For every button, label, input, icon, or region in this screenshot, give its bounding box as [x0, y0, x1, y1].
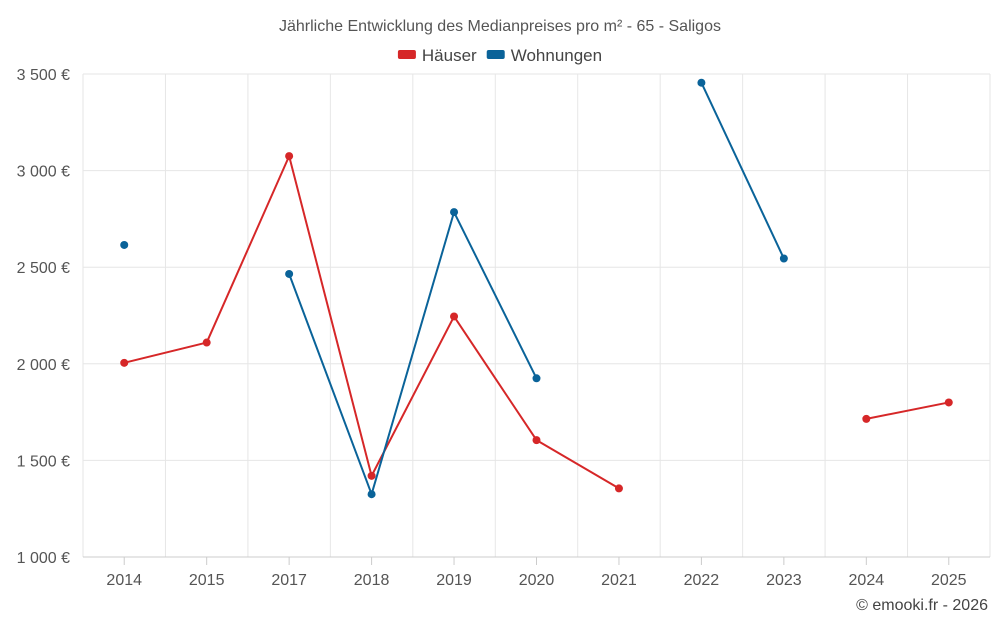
credit-text: © emooki.fr - 2026 [856, 597, 988, 614]
data-point-haeuser [202, 338, 211, 347]
series-line-wohnungen [288, 211, 538, 496]
y-tick-label: 3 000 € [17, 164, 70, 181]
x-tick-label: 2019 [436, 572, 472, 589]
x-tick-label: 2017 [271, 572, 307, 589]
legend-swatch-haeuser [397, 50, 416, 59]
data-point-wohnungen [779, 254, 788, 263]
data-point-wohnungen [532, 374, 541, 383]
series-layer [120, 78, 953, 499]
x-tick-label: 2018 [354, 572, 390, 589]
x-tick-label: 2015 [189, 572, 225, 589]
series-line-haeuser [866, 401, 949, 420]
x-axis: 2014 2015 2017 2018 2019 2020 2021 2022 2023 2024… [83, 556, 990, 589]
series-line-wohnungen [700, 82, 785, 259]
data-point-wohnungen [285, 269, 294, 278]
data-point-haeuser [614, 484, 623, 493]
y-tick-label: 3 500 € [17, 67, 70, 84]
x-tick-label: 2020 [519, 572, 555, 589]
y-tick-label: 2 500 € [17, 260, 70, 277]
x-tick-label: 2021 [601, 572, 637, 589]
legend: Häuser Wohnungen [397, 46, 602, 65]
data-point-haeuser [944, 398, 953, 407]
grid-lines [82, 73, 991, 557]
x-tick-label: 2023 [766, 572, 802, 589]
data-point-wohnungen [450, 208, 459, 217]
data-point-haeuser [367, 471, 376, 480]
series-wohnungen [120, 78, 788, 499]
data-point-haeuser [532, 436, 541, 445]
legend-swatch-wohnungen [486, 50, 505, 59]
x-tick-label: 2025 [931, 572, 967, 589]
series-line-haeuser [123, 155, 620, 490]
data-point-wohnungen [697, 78, 706, 87]
series-haeuser [120, 152, 953, 493]
x-tick-label: 2022 [684, 572, 720, 589]
y-tick-label: 2 000 € [17, 357, 70, 374]
chart-title: Jährliche Entwicklung des Medianpreises … [279, 18, 721, 35]
data-point-haeuser [450, 312, 459, 321]
legend-label-haeuser: Häuser [422, 46, 477, 65]
data-point-haeuser [285, 152, 294, 161]
data-point-haeuser [862, 414, 871, 423]
y-axis: 1 000 € 1 500 € 2 000 € 2 500 € 3 000 € 3 500… [17, 67, 70, 567]
data-point-wohnungen [367, 490, 376, 499]
data-point-haeuser [120, 358, 129, 367]
data-point-wohnungen [120, 240, 129, 249]
y-tick-label: 1 500 € [17, 453, 70, 470]
x-tick-label: 2014 [106, 572, 142, 589]
y-tick-label: 1 000 € [17, 550, 70, 567]
legend-label-wohnungen: Wohnungen [511, 46, 602, 65]
x-tick-label: 2024 [849, 572, 885, 589]
